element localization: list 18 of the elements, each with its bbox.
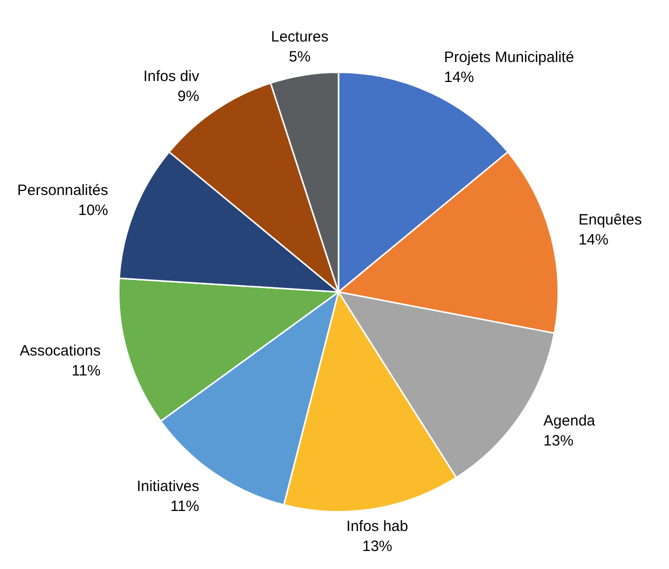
slice-label: Infos div <box>143 68 200 86</box>
data-label: 14% <box>578 232 608 249</box>
slice-label: Projets Municipalité <box>444 48 574 66</box>
data-label: 13% <box>362 538 392 555</box>
slice-label: Lectures <box>270 28 329 46</box>
slice-label: Agenda <box>543 412 596 430</box>
data-label: 11% <box>170 498 200 516</box>
data-label: 14% <box>444 68 474 86</box>
data-label: 9% <box>178 88 200 106</box>
slice-label: Infos hab <box>346 518 408 535</box>
data-label: 13% <box>543 432 574 450</box>
slice-label: Initiatives <box>136 478 200 496</box>
data-label: 11% <box>72 362 101 380</box>
slice-label: Personnalités <box>17 182 108 199</box>
slice-label: Assocations <box>20 342 101 360</box>
data-label: 10% <box>78 202 108 219</box>
data-label: 5% <box>288 48 311 66</box>
slice-label: Enquêtes <box>578 212 642 229</box>
